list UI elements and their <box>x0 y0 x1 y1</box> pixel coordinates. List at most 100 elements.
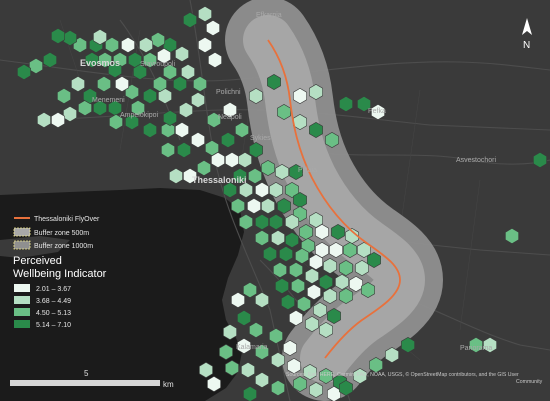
hex-cell[interactable] <box>175 122 189 138</box>
hex-cell[interactable] <box>283 340 297 356</box>
hex-cell[interactable] <box>128 52 142 68</box>
hex-cell[interactable] <box>533 152 547 168</box>
hex-cell[interactable] <box>319 322 333 338</box>
hex-cell[interactable] <box>261 160 275 176</box>
hex-cell[interactable] <box>223 182 237 198</box>
hex-cell[interactable] <box>339 380 353 396</box>
hex-cell[interactable] <box>63 30 77 46</box>
hex-cell[interactable] <box>131 100 145 116</box>
hex-cell[interactable] <box>319 368 333 384</box>
hex-cell[interactable] <box>207 112 221 128</box>
hex-cell[interactable] <box>339 260 353 276</box>
hex-cell[interactable] <box>237 310 251 326</box>
hex-cell[interactable] <box>208 52 222 68</box>
hex-cell[interactable] <box>231 292 245 308</box>
hex-cell[interactable] <box>223 324 237 340</box>
hex-cell[interactable] <box>483 337 497 353</box>
hex-cell[interactable] <box>279 246 293 262</box>
hex-cell[interactable] <box>315 224 329 240</box>
hex-cell[interactable] <box>275 278 289 294</box>
hex-cell[interactable] <box>285 232 299 248</box>
hex-cell[interactable] <box>271 352 285 368</box>
hex-cell[interactable] <box>219 344 233 360</box>
hex-cell[interactable] <box>357 96 371 112</box>
hex-cell[interactable] <box>255 372 269 388</box>
hex-cell[interactable] <box>319 274 333 290</box>
hex-cell[interactable] <box>109 114 123 130</box>
hex-cell[interactable] <box>37 112 51 128</box>
hex-cell[interactable] <box>235 122 249 138</box>
hex-cell[interactable] <box>121 37 135 53</box>
hex-cell[interactable] <box>161 142 175 158</box>
hex-cell[interactable] <box>169 168 183 184</box>
hex-cell[interactable] <box>243 282 257 298</box>
hex-cell[interactable] <box>223 102 237 118</box>
hex-cell[interactable] <box>355 260 369 276</box>
hex-cell[interactable] <box>401 337 415 353</box>
hex-cell[interactable] <box>307 284 321 300</box>
hex-cell[interactable] <box>206 20 220 36</box>
hex-cell[interactable] <box>51 112 65 128</box>
hex-cell[interactable] <box>255 214 269 230</box>
hex-cell[interactable] <box>211 152 225 168</box>
hex-cell[interactable] <box>309 212 323 228</box>
hex-cell[interactable] <box>139 37 153 53</box>
hex-cell[interactable] <box>197 160 211 176</box>
hex-cell[interactable] <box>277 198 291 214</box>
hex-cell[interactable] <box>295 248 309 264</box>
hex-cell[interactable] <box>143 52 157 68</box>
hex-cell[interactable] <box>221 132 235 148</box>
hex-cell[interactable] <box>289 164 303 180</box>
hex-cell[interactable] <box>325 132 339 148</box>
hex-cell[interactable] <box>93 100 107 116</box>
hex-cell[interactable] <box>57 88 71 104</box>
hex-cell[interactable] <box>247 198 261 214</box>
hex-cell[interactable] <box>255 230 269 246</box>
hex-cell[interactable] <box>269 214 283 230</box>
hex-cell[interactable] <box>361 282 375 298</box>
hex-cell[interactable] <box>183 168 197 184</box>
hex-cell[interactable] <box>225 152 239 168</box>
hex-cell[interactable] <box>191 132 205 148</box>
hex-cell[interactable] <box>289 262 303 278</box>
hex-cell[interactable] <box>175 46 189 62</box>
hex-cell[interactable] <box>133 64 147 80</box>
hex-cell[interactable] <box>163 110 177 126</box>
hex-cell[interactable] <box>108 100 122 116</box>
hex-cell[interactable] <box>143 88 157 104</box>
hex-cell[interactable] <box>163 64 177 80</box>
hex-cell[interactable] <box>309 382 323 398</box>
hex-cell[interactable] <box>345 228 359 244</box>
hex-cell[interactable] <box>173 76 187 92</box>
hex-cell[interactable] <box>303 364 317 380</box>
hex-cell[interactable] <box>299 224 313 240</box>
hex-cell[interactable] <box>115 76 129 92</box>
hex-cell[interactable] <box>248 168 262 184</box>
hex-cell[interactable] <box>239 182 253 198</box>
hex-cell[interactable] <box>205 140 219 156</box>
hex-cell[interactable] <box>271 230 285 246</box>
hex-cell[interactable] <box>469 337 483 353</box>
hex-cell[interactable] <box>249 322 263 338</box>
hex-cell[interactable] <box>255 344 269 360</box>
hex-cell[interactable] <box>267 74 281 90</box>
hex-cell[interactable] <box>181 64 195 80</box>
hex-cell[interactable] <box>335 274 349 290</box>
hex-cell[interactable] <box>371 104 385 120</box>
hex-cell[interactable] <box>143 122 157 138</box>
hex-cell[interactable] <box>293 376 307 392</box>
hex-cell[interactable] <box>309 122 323 138</box>
hex-cell[interactable] <box>85 52 99 68</box>
hex-cell[interactable] <box>287 358 301 374</box>
hex-cell[interactable] <box>329 242 343 258</box>
hex-cell[interactable] <box>125 84 139 100</box>
hex-cell[interactable] <box>249 88 263 104</box>
hex-cell[interactable] <box>313 302 327 318</box>
hex-cell[interactable] <box>277 104 291 120</box>
hex-cell[interactable] <box>237 338 251 354</box>
hex-cell[interactable] <box>198 6 212 22</box>
hex-cell[interactable] <box>261 198 275 214</box>
hex-cell[interactable] <box>273 262 287 278</box>
hex-cell[interactable] <box>293 88 307 104</box>
flyover-route[interactable] <box>267 39 401 359</box>
